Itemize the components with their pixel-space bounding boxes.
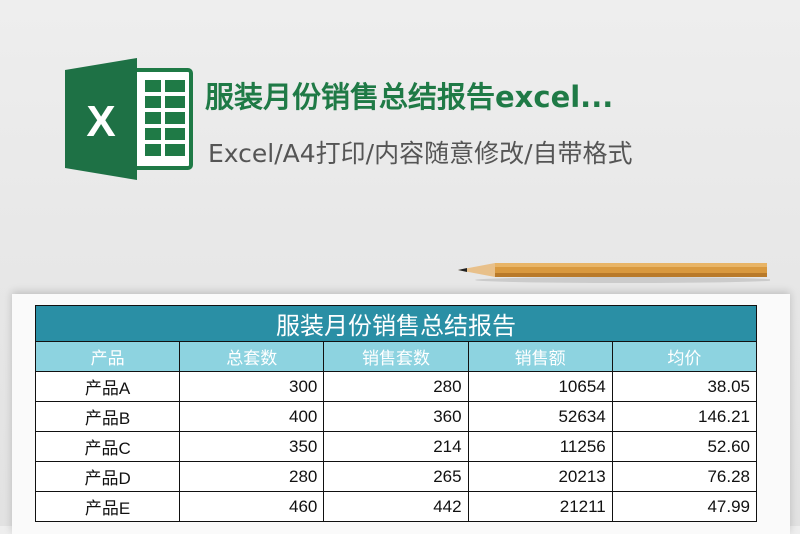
table-row: 产品B 400 360 52634 146.21 [34, 401, 758, 432]
table-cell: 38.05 [611, 371, 758, 402]
header-row: 产品 总套数 销售套数 销售额 均价 [34, 341, 758, 372]
table-cell: 52.60 [611, 431, 758, 462]
column-header: 均价 [611, 341, 758, 372]
table-row: 产品D 280 265 20213 76.28 [34, 461, 758, 492]
table-cell: 产品B [34, 401, 181, 432]
table-cell: 20213 [467, 461, 613, 492]
excel-logo-icon: X [65, 58, 193, 180]
table-cell: 146.21 [611, 401, 758, 432]
table-cell: 产品D [34, 461, 181, 492]
table-cell: 产品E [34, 491, 181, 522]
pencil-icon [458, 263, 770, 283]
table-cell: 214 [323, 431, 469, 462]
table-cell: 47.99 [611, 491, 758, 522]
table-cell: 10654 [467, 371, 613, 402]
table-cell: 300 [179, 371, 325, 402]
column-header: 销售额 [467, 341, 613, 372]
logo-letter: X [86, 97, 115, 146]
table-row: 产品A 300 280 10654 38.05 [34, 371, 758, 402]
table-cell: 360 [323, 401, 469, 432]
table-cell: 265 [323, 461, 469, 492]
column-header: 产品 [34, 341, 181, 372]
page-subtitle: Excel/A4打印/内容随意修改/自带格式 [208, 139, 633, 168]
table-row: 产品C 350 214 11256 52.60 [34, 431, 758, 462]
table-cell: 52634 [467, 401, 613, 432]
table-cell: 11256 [467, 431, 613, 462]
page-title: 服装月份销售总结报告excel... [205, 80, 614, 114]
table-cell: 400 [179, 401, 325, 432]
table-row: 产品E 460 442 21211 47.99 [34, 491, 758, 522]
table-cell: 产品A [34, 371, 181, 402]
table-cell: 460 [179, 491, 325, 522]
table-cell: 442 [323, 491, 469, 522]
column-header: 销售套数 [323, 341, 469, 372]
table-cell: 76.28 [611, 461, 758, 492]
sales-table: 服装月份销售总结报告 产品 总套数 销售套数 销售额 均价 产品A 300 280 1… [34, 305, 758, 522]
table-cell: 280 [179, 461, 325, 492]
table-cell: 350 [179, 431, 325, 462]
table-cell: 21211 [467, 491, 613, 522]
table-cell: 280 [323, 371, 469, 402]
sheet-title: 服装月份销售总结报告 [35, 305, 757, 342]
table-cell: 产品C [34, 431, 181, 462]
column-header: 总套数 [179, 341, 325, 372]
